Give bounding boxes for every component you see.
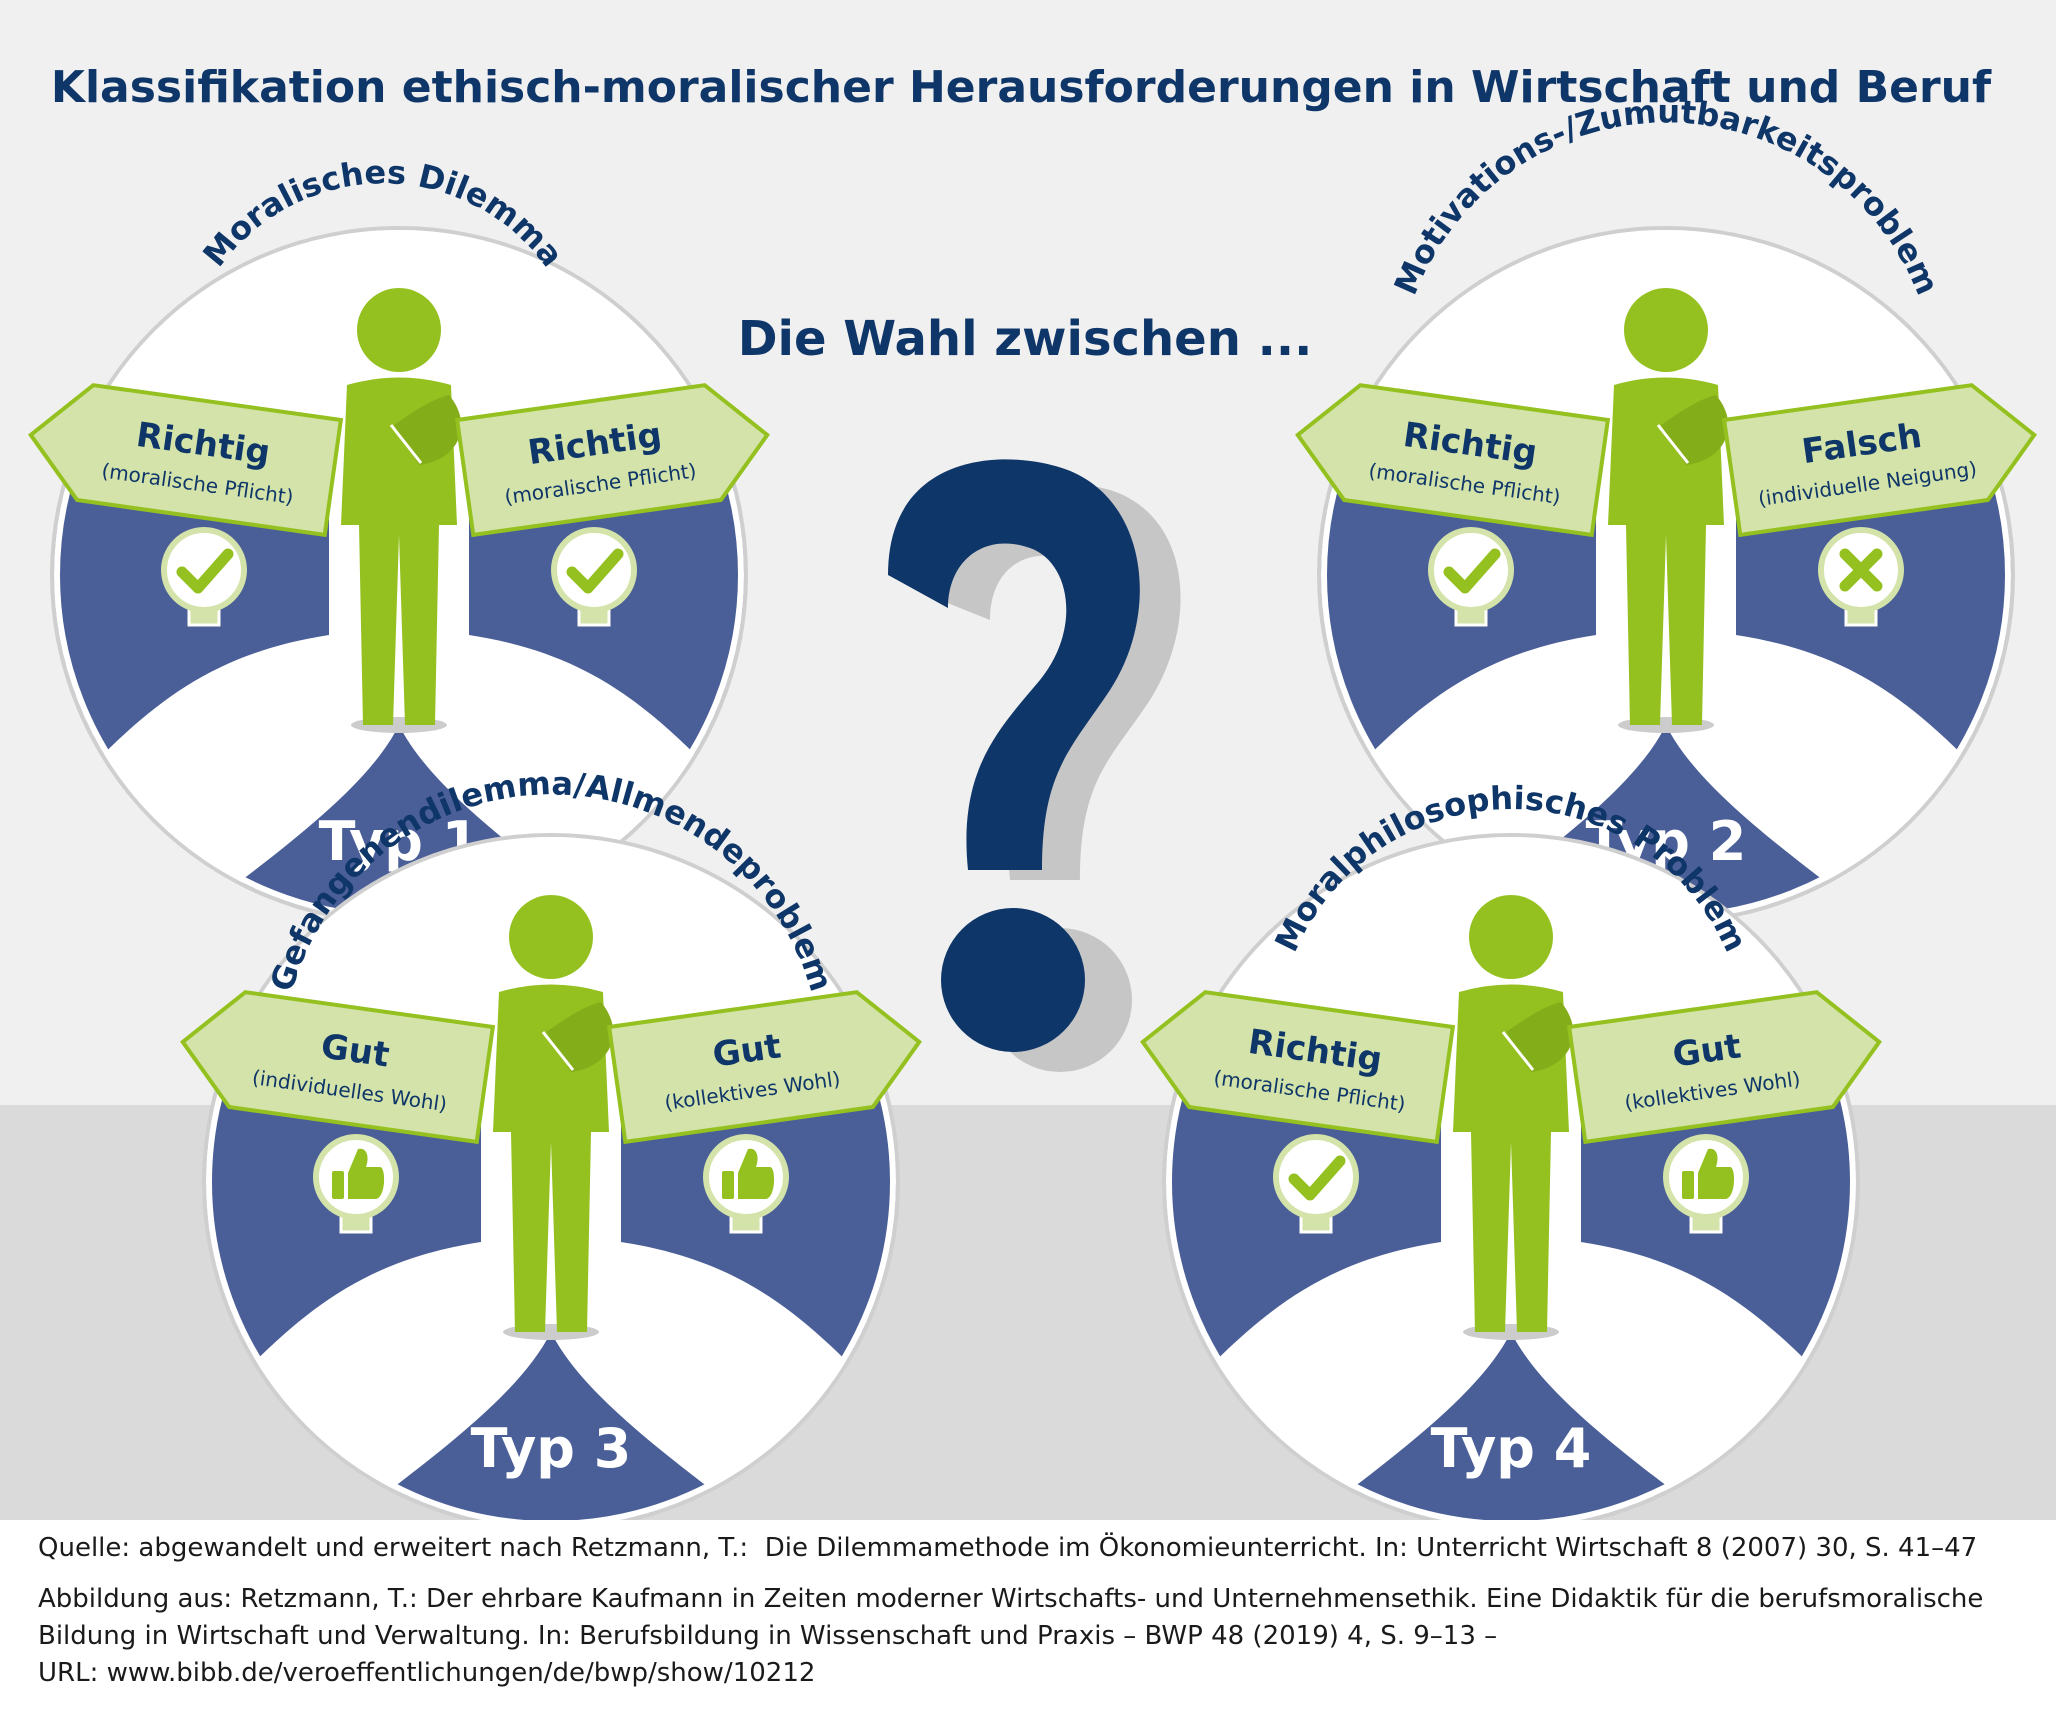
footer-url: URL: www.bibb.de/veroeffentlichungen/de/… bbox=[38, 1658, 816, 1688]
page-title: Klassifikation ethisch-moralischer Herau… bbox=[51, 62, 1992, 113]
left-path bbox=[1166, 1062, 1441, 1412]
right-sign: Gut(kollektives Wohl) bbox=[606, 990, 922, 1234]
arrow-sign bbox=[1295, 383, 1611, 538]
icon-badge bbox=[161, 527, 247, 613]
figure-arm bbox=[1661, 395, 1729, 465]
sign-board: Richtig(moralische Pflicht) bbox=[1140, 990, 1456, 1145]
footer-figure-reference: Abbildung aus: Retzmann, T.: Der ehrbare… bbox=[38, 1581, 2028, 1692]
sign-board: Gut(individuelles Wohl) bbox=[180, 990, 496, 1145]
left-sign: Gut(individuelles Wohl) bbox=[180, 990, 496, 1234]
figure-body bbox=[341, 377, 457, 725]
sign-board: Richtig(moralische Pflicht) bbox=[1295, 383, 1611, 538]
bottom-path bbox=[1301, 1332, 1721, 1527]
figure-arm bbox=[546, 1002, 614, 1072]
question-mark bbox=[888, 459, 1140, 1052]
check-icon bbox=[566, 548, 624, 594]
footer: Quelle: abgewandelt und erweitert nach R… bbox=[38, 1530, 2028, 1706]
check-icon bbox=[1443, 548, 1501, 594]
figure-arm bbox=[394, 395, 462, 465]
arrow-sign bbox=[454, 383, 770, 538]
figure-body bbox=[1453, 984, 1569, 1332]
person-figure bbox=[1453, 895, 1574, 1340]
bottom-path bbox=[341, 1332, 761, 1527]
icon-badge bbox=[1428, 527, 1514, 613]
sign-board: Richtig(moralische Pflicht) bbox=[454, 383, 770, 538]
arrow-sign bbox=[1566, 990, 1882, 1145]
footer-figure-ref-line-1: Abbildung aus: Retzmann, T.: Der ehrbare… bbox=[38, 1584, 1984, 1614]
sign-title: Gut bbox=[319, 1026, 392, 1075]
left-sign: Richtig(moralische Pflicht) bbox=[1140, 990, 1456, 1234]
sign-board: Richtig(moralische Pflicht) bbox=[28, 383, 344, 538]
figure-head bbox=[509, 895, 593, 979]
arrow-sign bbox=[1721, 383, 2037, 538]
sign-title: Gut bbox=[1670, 1026, 1743, 1075]
figure-head bbox=[1469, 895, 1553, 979]
person-figure bbox=[341, 288, 462, 733]
icon-badge bbox=[1273, 1134, 1359, 1220]
right-path bbox=[1581, 1062, 1856, 1412]
left-path bbox=[54, 455, 329, 805]
left-path bbox=[206, 1062, 481, 1412]
cross-icon bbox=[1839, 548, 1883, 592]
figure-arm-outline bbox=[389, 424, 423, 464]
classification-diagram: Klassifikation ethisch-moralischer Herau… bbox=[0, 0, 2056, 1531]
figure-arm-outline bbox=[1501, 1031, 1535, 1071]
left-sign: Richtig(moralische Pflicht) bbox=[28, 383, 344, 627]
left-path bbox=[1321, 455, 1596, 805]
check-icon bbox=[176, 548, 234, 594]
arrow-sign bbox=[180, 990, 496, 1145]
sign-board: Falsch(individuelle Neigung) bbox=[1721, 383, 2037, 538]
icon-badge bbox=[551, 527, 637, 613]
right-path bbox=[621, 1062, 896, 1412]
type-label: Typ 3 bbox=[471, 1417, 632, 1480]
figure-arm bbox=[1506, 1002, 1574, 1072]
type-circle-4: Moralphilosophisches ProblemRichtig(mora… bbox=[1140, 779, 1882, 1531]
footer-source: Quelle: abgewandelt und erweitert nach R… bbox=[38, 1533, 1978, 1563]
right-sign: Gut(kollektives Wohl) bbox=[1566, 990, 1882, 1234]
sign-board: Gut(kollektives Wohl) bbox=[1566, 990, 1882, 1145]
arrow-sign bbox=[606, 990, 922, 1145]
left-sign: Richtig(moralische Pflicht) bbox=[1295, 383, 1611, 627]
right-sign: Falsch(individuelle Neigung) bbox=[1721, 383, 2037, 627]
figure-arm-outline bbox=[541, 1031, 575, 1071]
check-icon bbox=[1288, 1155, 1346, 1201]
figure-head bbox=[1624, 288, 1708, 372]
person-figure bbox=[1608, 288, 1729, 733]
arrow-sign bbox=[1140, 990, 1456, 1145]
thumbs-up-icon bbox=[1682, 1148, 1735, 1199]
sign-board: Gut(kollektives Wohl) bbox=[606, 990, 922, 1145]
figure-body bbox=[1608, 377, 1724, 725]
figure-head bbox=[357, 288, 441, 372]
person-figure bbox=[493, 895, 614, 1340]
right-path bbox=[1736, 455, 2011, 805]
figure-body bbox=[493, 984, 609, 1332]
center-text: Die Wahl zwischen ... bbox=[738, 311, 1313, 367]
figure-arm-outline bbox=[1656, 424, 1690, 464]
thumbs-up-icon bbox=[722, 1148, 775, 1199]
type-label: Typ 4 bbox=[1431, 1417, 1592, 1480]
arrow-sign bbox=[28, 383, 344, 538]
footer-figure-ref-line-2: Bildung in Wirtschaft und Verwaltung. In… bbox=[38, 1621, 1498, 1651]
thumbs-up-icon bbox=[332, 1148, 385, 1199]
right-sign: Richtig(moralische Pflicht) bbox=[454, 383, 770, 627]
right-path bbox=[469, 455, 744, 805]
sign-title: Gut bbox=[710, 1026, 783, 1075]
type-circle-2: Motivations-/ZumutbarkeitsproblemRichtig… bbox=[1295, 92, 2037, 924]
